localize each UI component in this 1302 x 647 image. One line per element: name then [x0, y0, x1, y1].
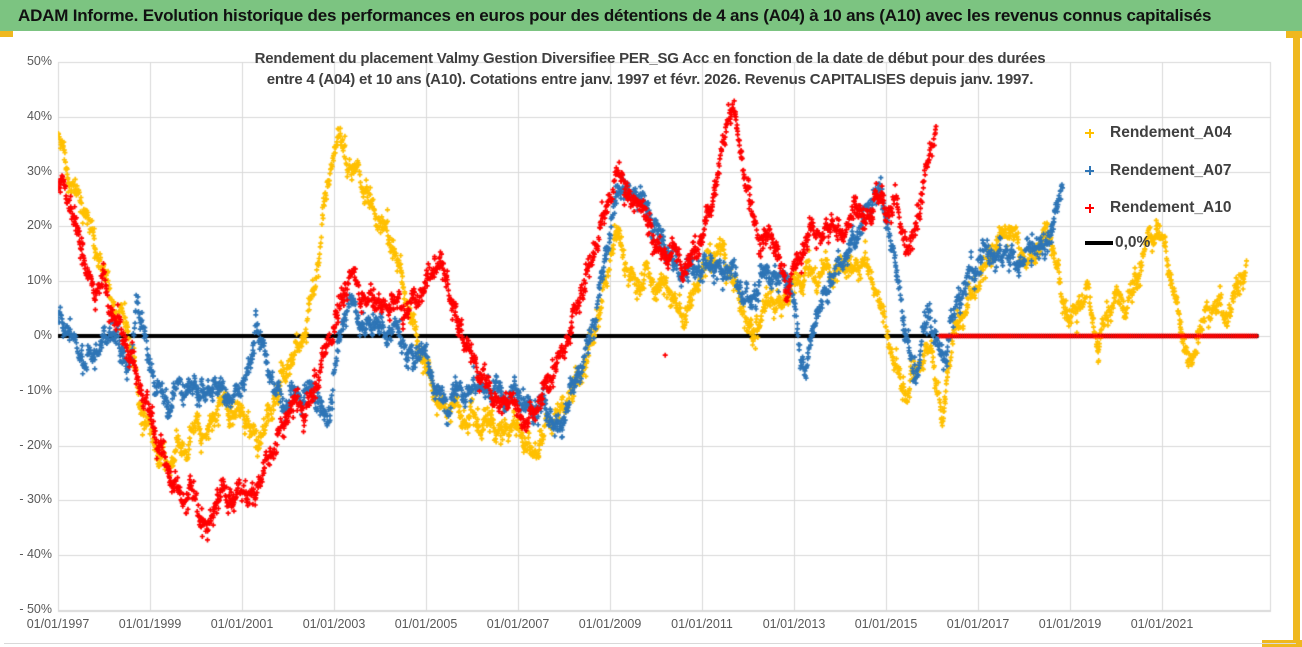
x-axis-tick-label: 01/01/1997 [26, 617, 90, 631]
legend-item-0-0-: 0,0% [1085, 234, 1150, 252]
x-axis-tick-label: 01/01/2015 [854, 617, 918, 631]
y-axis-tick-label: - 40% [19, 547, 52, 562]
legend-item-rendement-a10: Rendement_A10 [1085, 199, 1231, 217]
y-axis-tick-label: - 20% [19, 437, 52, 452]
y-axis-tick-label: 10% [26, 273, 52, 288]
legend-label: Rendement_A07 [1110, 161, 1232, 179]
y-axis-tick-label: 0% [33, 328, 52, 342]
y-axis-tick-label: - 50% [19, 602, 52, 616]
legend-label: Rendement_A04 [1110, 124, 1232, 141]
x-axis-tick-label: 01/01/2017 [946, 617, 1010, 631]
legend-label: 0,0% [1115, 233, 1151, 251]
y-axis-tick-label: 40% [26, 108, 52, 123]
chart-title-line1: Rendement du placement Valmy Gestion Div… [254, 50, 1046, 67]
x-axis-tick-label: 01/01/2013 [762, 617, 826, 631]
legend-item-rendement-a07: Rendement_A07 [1085, 162, 1231, 180]
x-axis-tick-label: 01/01/2009 [578, 617, 642, 631]
x-axis-tick-label: 01/01/2005 [394, 617, 458, 631]
chart-title: Rendement du placement Valmy Gestion Div… [130, 48, 1170, 90]
zero-line-icon [1085, 240, 1113, 245]
plus-marker-icon [1085, 203, 1094, 213]
y-axis-tick-label: 20% [26, 218, 52, 233]
x-axis-tick-label: 01/01/2001 [210, 617, 274, 631]
x-axis-tick-label: 01/01/2003 [302, 617, 366, 631]
x-axis-tick-label: 01/01/2007 [486, 617, 550, 631]
x-axis-tick-label: 01/01/2011 [671, 617, 733, 631]
legend-item-rendement-a04: Rendement_A04 [1085, 124, 1231, 142]
y-axis-tick-label: - 10% [19, 382, 52, 397]
x-axis-tick-label: 01/01/1999 [118, 617, 182, 631]
legend-label: Rendement_A10 [1110, 199, 1232, 216]
plus-marker-icon [1085, 166, 1094, 175]
x-axis-tick-label: 01/01/2019 [1038, 617, 1102, 631]
x-axis-tick-label: 01/01/2021 [1130, 617, 1194, 631]
plus-marker-icon [1085, 128, 1094, 138]
y-axis-tick-label: 30% [26, 163, 52, 178]
chart-title-line2: entre 4 (A04) et 10 ans (A10). Cotations… [266, 71, 1034, 88]
y-axis-tick-label: 50% [26, 54, 52, 68]
y-axis-tick-label: - 30% [19, 492, 52, 507]
